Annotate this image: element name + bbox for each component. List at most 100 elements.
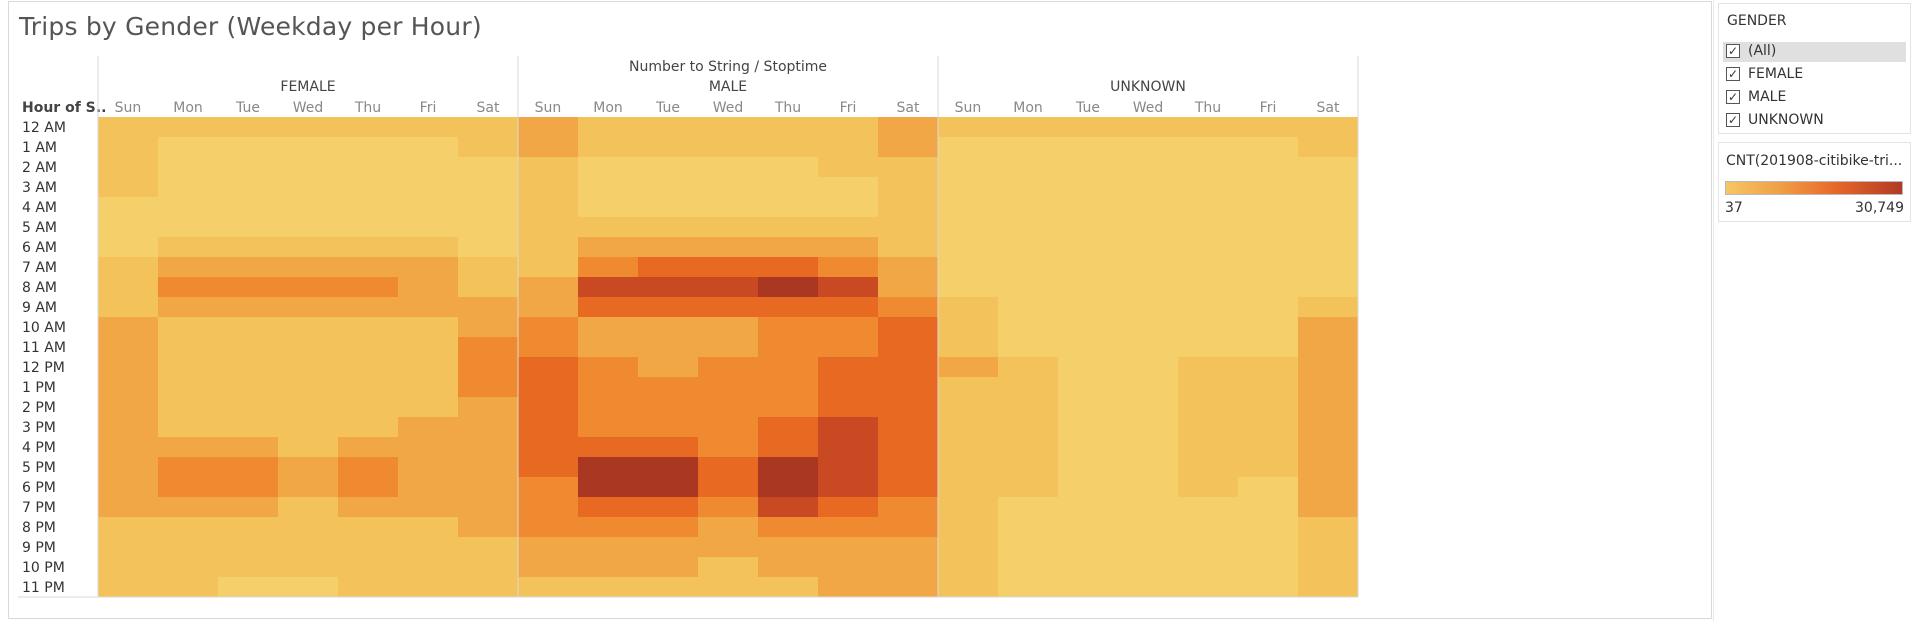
heatmap-cell [758,237,818,257]
heatmap-cell [398,397,458,417]
heatmap-cell [698,577,758,597]
heatmap-cell [578,257,638,277]
heatmap-cell [278,437,338,457]
heatmap-cell [938,377,998,397]
heatmap-cell [518,377,578,397]
heatmap-cell [98,297,158,317]
heatmap-cell [818,157,878,177]
heatmap-cell [458,217,518,237]
heatmap-cell [458,257,518,277]
heatmap-cell [938,217,998,237]
filter-item-female[interactable]: ✓ FEMALE [1723,65,1906,85]
heatmap-cell [1058,177,1118,197]
filter-item-male[interactable]: ✓ MALE [1723,88,1906,108]
heatmap-cell [698,177,758,197]
heatmap-cell [278,217,338,237]
heatmap-cell [98,437,158,457]
heatmap-cell [278,117,338,137]
checkbox-icon[interactable]: ✓ [1726,113,1740,127]
heatmap-cell [998,197,1058,217]
heatmap-cell [1238,577,1298,597]
heatmap-cell [938,397,998,417]
day-tick-label: Wed [1133,100,1164,116]
heatmap-cell [158,397,218,417]
hour-row-label: 5 PM [22,460,56,476]
filter-item-label: FEMALE [1748,66,1804,82]
heatmap-cell [398,337,458,357]
heatmap-cell [1298,477,1358,497]
heatmap-cell [338,197,398,217]
heatmap-cell [1298,577,1358,597]
heatmap-cell [578,177,638,197]
hour-row-label: 4 AM [22,200,57,216]
heatmap-cell [158,197,218,217]
heatmap-cell [578,357,638,377]
heatmap-cell [1118,337,1178,357]
heatmap-cell [218,357,278,377]
heatmap-cell [158,157,218,177]
heatmap-cell [218,177,278,197]
sheet-title: Trips by Gender (Weekday per Hour) [19,12,482,41]
heatmap-cell [998,417,1058,437]
heatmap-cell [1178,457,1238,477]
heatmap-cell [878,417,938,437]
checkbox-icon[interactable]: ✓ [1726,44,1740,58]
heatmap-cell [398,517,458,537]
heatmap-cell [818,477,878,497]
heatmap-cell [278,417,338,437]
filter-item-unknown[interactable]: ✓ UNKNOWN [1723,111,1906,131]
heatmap-cell [278,317,338,337]
heatmap-cell [458,417,518,437]
filter-item-all[interactable]: ✓ (All) [1723,42,1906,62]
heatmap-cell [698,317,758,337]
day-tick-label: Sun [955,100,982,116]
heatmap-cell [1058,577,1118,597]
heatmap-cell [878,377,938,397]
heatmap-cell [578,117,638,137]
hour-row-label: 7 PM [22,500,56,516]
heatmap-cell [1058,337,1118,357]
filter-title: GENDER [1727,13,1787,29]
heatmap-cell [938,517,998,537]
heatmap-cell [218,317,278,337]
heatmap-cell [458,457,518,477]
checkbox-icon[interactable]: ✓ [1726,67,1740,81]
heatmap-cell [218,257,278,277]
heatmap-cell [218,337,278,357]
heatmap-cell [278,577,338,597]
heatmap-cell [278,557,338,577]
heatmap-cell [938,417,998,437]
heatmap-cell [818,577,878,597]
heatmap-cell [98,457,158,477]
heatmap-cell [758,117,818,137]
heatmap-cell [878,557,938,577]
legend-min-label: 37 [1725,200,1743,216]
heatmap-cell [1298,157,1358,177]
heatmap-cell [518,457,578,477]
heatmap-cell [758,197,818,217]
heatmap-cell [938,537,998,557]
heatmap-cell [518,337,578,357]
heatmap-cell [938,497,998,517]
heatmap-cell [638,297,698,317]
heatmap-cell [698,297,758,317]
heatmap-cell [338,237,398,257]
column-header-title: Number to String / Stoptime [629,59,827,75]
heatmap-cell [998,497,1058,517]
heatmap-cell [578,237,638,257]
heatmap-cell [1298,437,1358,457]
heatmap-cell [578,317,638,337]
checkbox-icon[interactable]: ✓ [1726,90,1740,104]
heatmap-cell [998,437,1058,457]
heatmap-cell [458,577,518,597]
heatmap-cell [878,197,938,217]
heatmap-cell [578,437,638,457]
heatmap-cell [1058,517,1118,537]
heatmap-cell [458,357,518,377]
heatmap-cell [518,297,578,317]
heatmap-cell [278,357,338,377]
heatmap-cell [398,157,458,177]
heatmap-cell [1118,417,1178,437]
heatmap-cell [398,117,458,137]
heatmap-cell [158,537,218,557]
